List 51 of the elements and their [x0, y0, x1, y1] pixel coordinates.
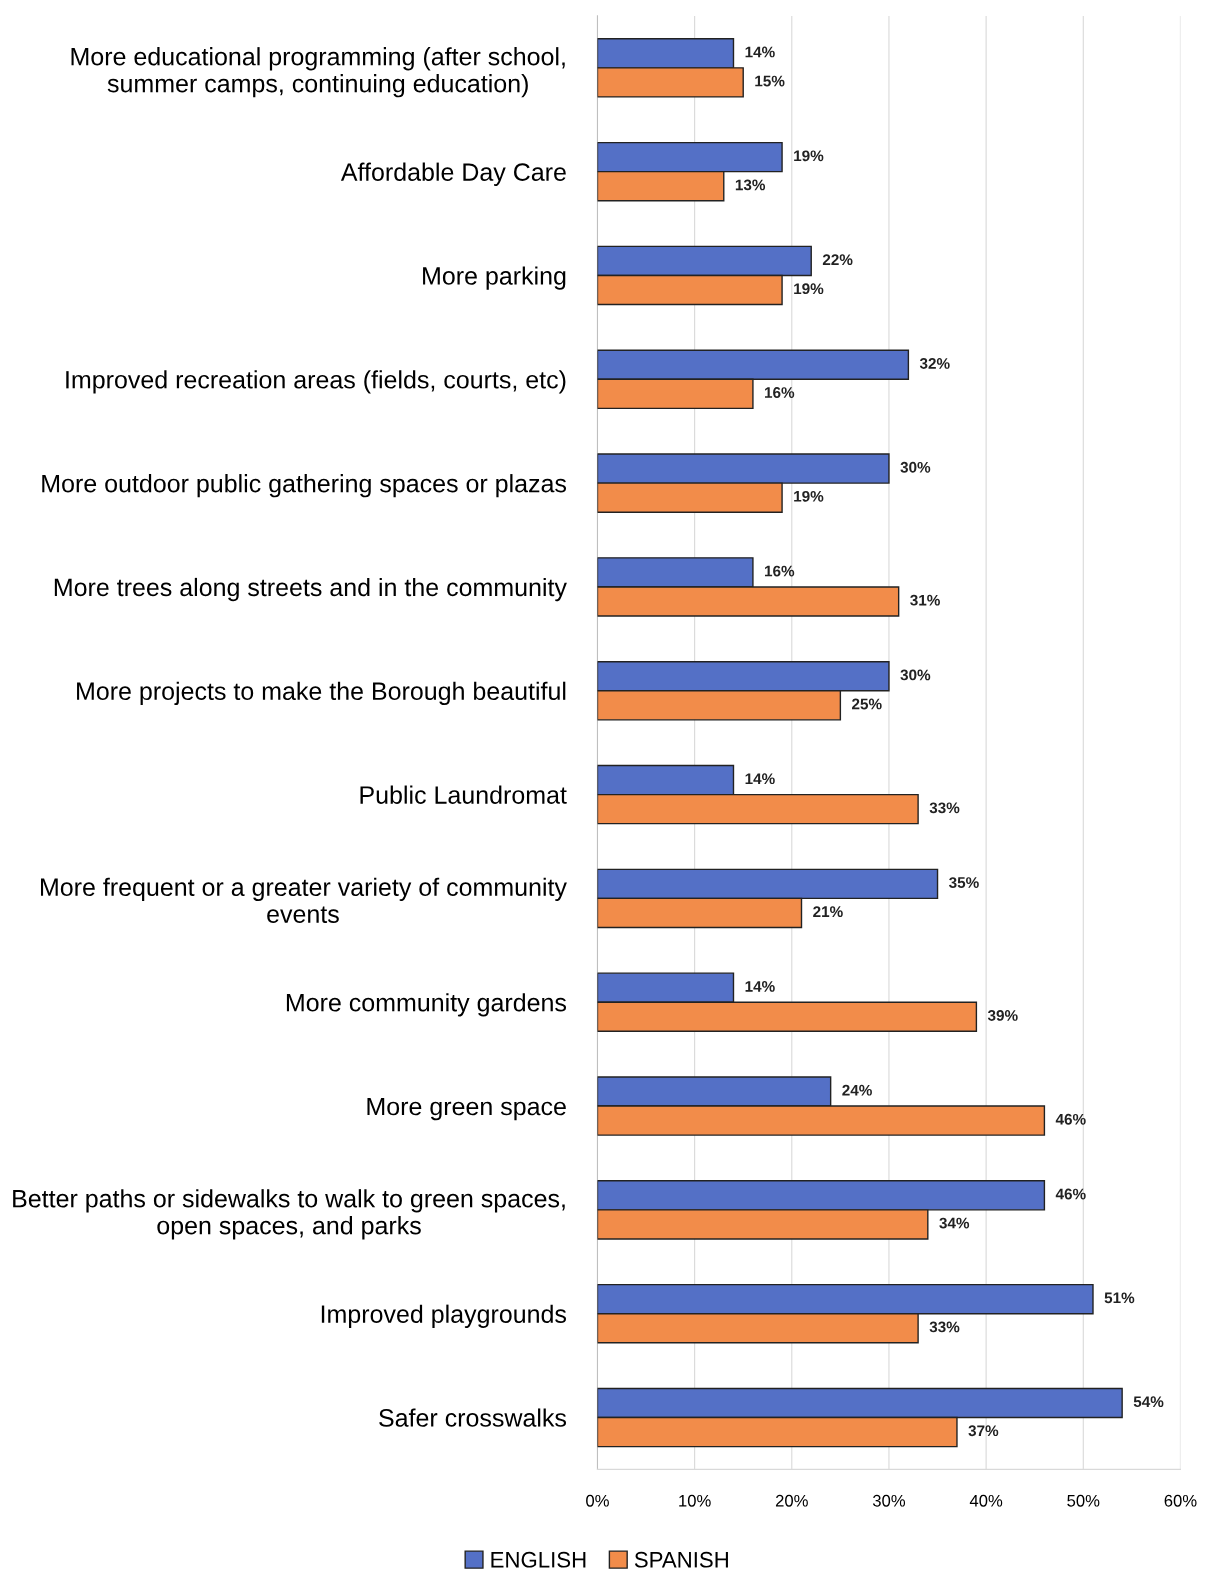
data-label: 30% — [900, 669, 931, 681]
data-label: 22% — [822, 254, 853, 266]
data-label: 14% — [745, 46, 775, 58]
y-tick-label: Affordable Day Care — [340, 162, 566, 186]
y-tick-label: More outdoor public gathering spaces or plazas — [42, 474, 567, 498]
data-label: 39% — [987, 1010, 1018, 1021]
legend-label: SPANISH — [634, 1551, 728, 1568]
data-label: 24% — [842, 1084, 872, 1096]
data-label: 15% — [755, 75, 785, 87]
y-tick-label: Improved recreation areas (fields, courts, etc) — [66, 370, 566, 394]
data-label: 13% — [735, 179, 766, 191]
data-label: 19% — [794, 283, 824, 295]
y-tick-label: Public Laundromat — [360, 785, 567, 804]
x-tick-label: 40% — [969, 1494, 1003, 1507]
data-label: 19% — [794, 490, 824, 502]
x-tick-label: 30% — [872, 1494, 906, 1507]
data-label: 54% — [1133, 1396, 1164, 1408]
x-tick-label: 20% — [775, 1494, 808, 1507]
data-label: 33% — [929, 802, 960, 814]
data-label: 19% — [794, 150, 824, 162]
y-tick-label: More parking — [423, 266, 566, 290]
data-label: 46% — [1055, 1188, 1086, 1200]
y-tick-label: More community gardens — [286, 993, 567, 1017]
data-label: 31% — [910, 594, 940, 606]
y-tick-label: More educational programming (after school, summer camps, continuing education) — [71, 47, 565, 98]
data-label: 35% — [949, 877, 979, 888]
x-tick-label: 10% — [679, 1494, 711, 1507]
y-tick-label: More projects to make the Borough beautiful — [77, 681, 566, 705]
x-tick-label: 60% — [1164, 1494, 1197, 1507]
data-label: 25% — [852, 698, 882, 710]
x-tick-label: 0% — [586, 1494, 609, 1507]
y-tick-label: Improved playgrounds — [321, 1304, 567, 1328]
data-label: 16% — [765, 387, 795, 398]
y-tick-label: More trees along streets and in the community — [54, 577, 567, 602]
y-tick-label: Safer crosswalks — [379, 1408, 567, 1427]
data-label: 46% — [1055, 1113, 1086, 1125]
data-label: 14% — [745, 773, 775, 785]
legend-label: ENGLISH — [491, 1551, 586, 1568]
data-label: 33% — [929, 1321, 960, 1333]
x-tick-label: 50% — [1067, 1494, 1100, 1507]
data-label: 51% — [1104, 1292, 1135, 1304]
data-label: 16% — [765, 565, 795, 577]
y-tick-label: Better paths or sidewalks to walk to green spaces, open spaces, and parks — [13, 1189, 565, 1240]
data-label: 37% — [968, 1425, 999, 1437]
data-label: 30% — [900, 461, 931, 473]
data-label: 32% — [919, 358, 950, 369]
data-label: 14% — [745, 981, 775, 992]
y-tick-label: More green space — [367, 1097, 566, 1121]
data-label: 34% — [939, 1217, 970, 1229]
data-label: 21% — [813, 906, 843, 917]
y-tick-label: More frequent or a greater variety of community events — [41, 877, 567, 923]
